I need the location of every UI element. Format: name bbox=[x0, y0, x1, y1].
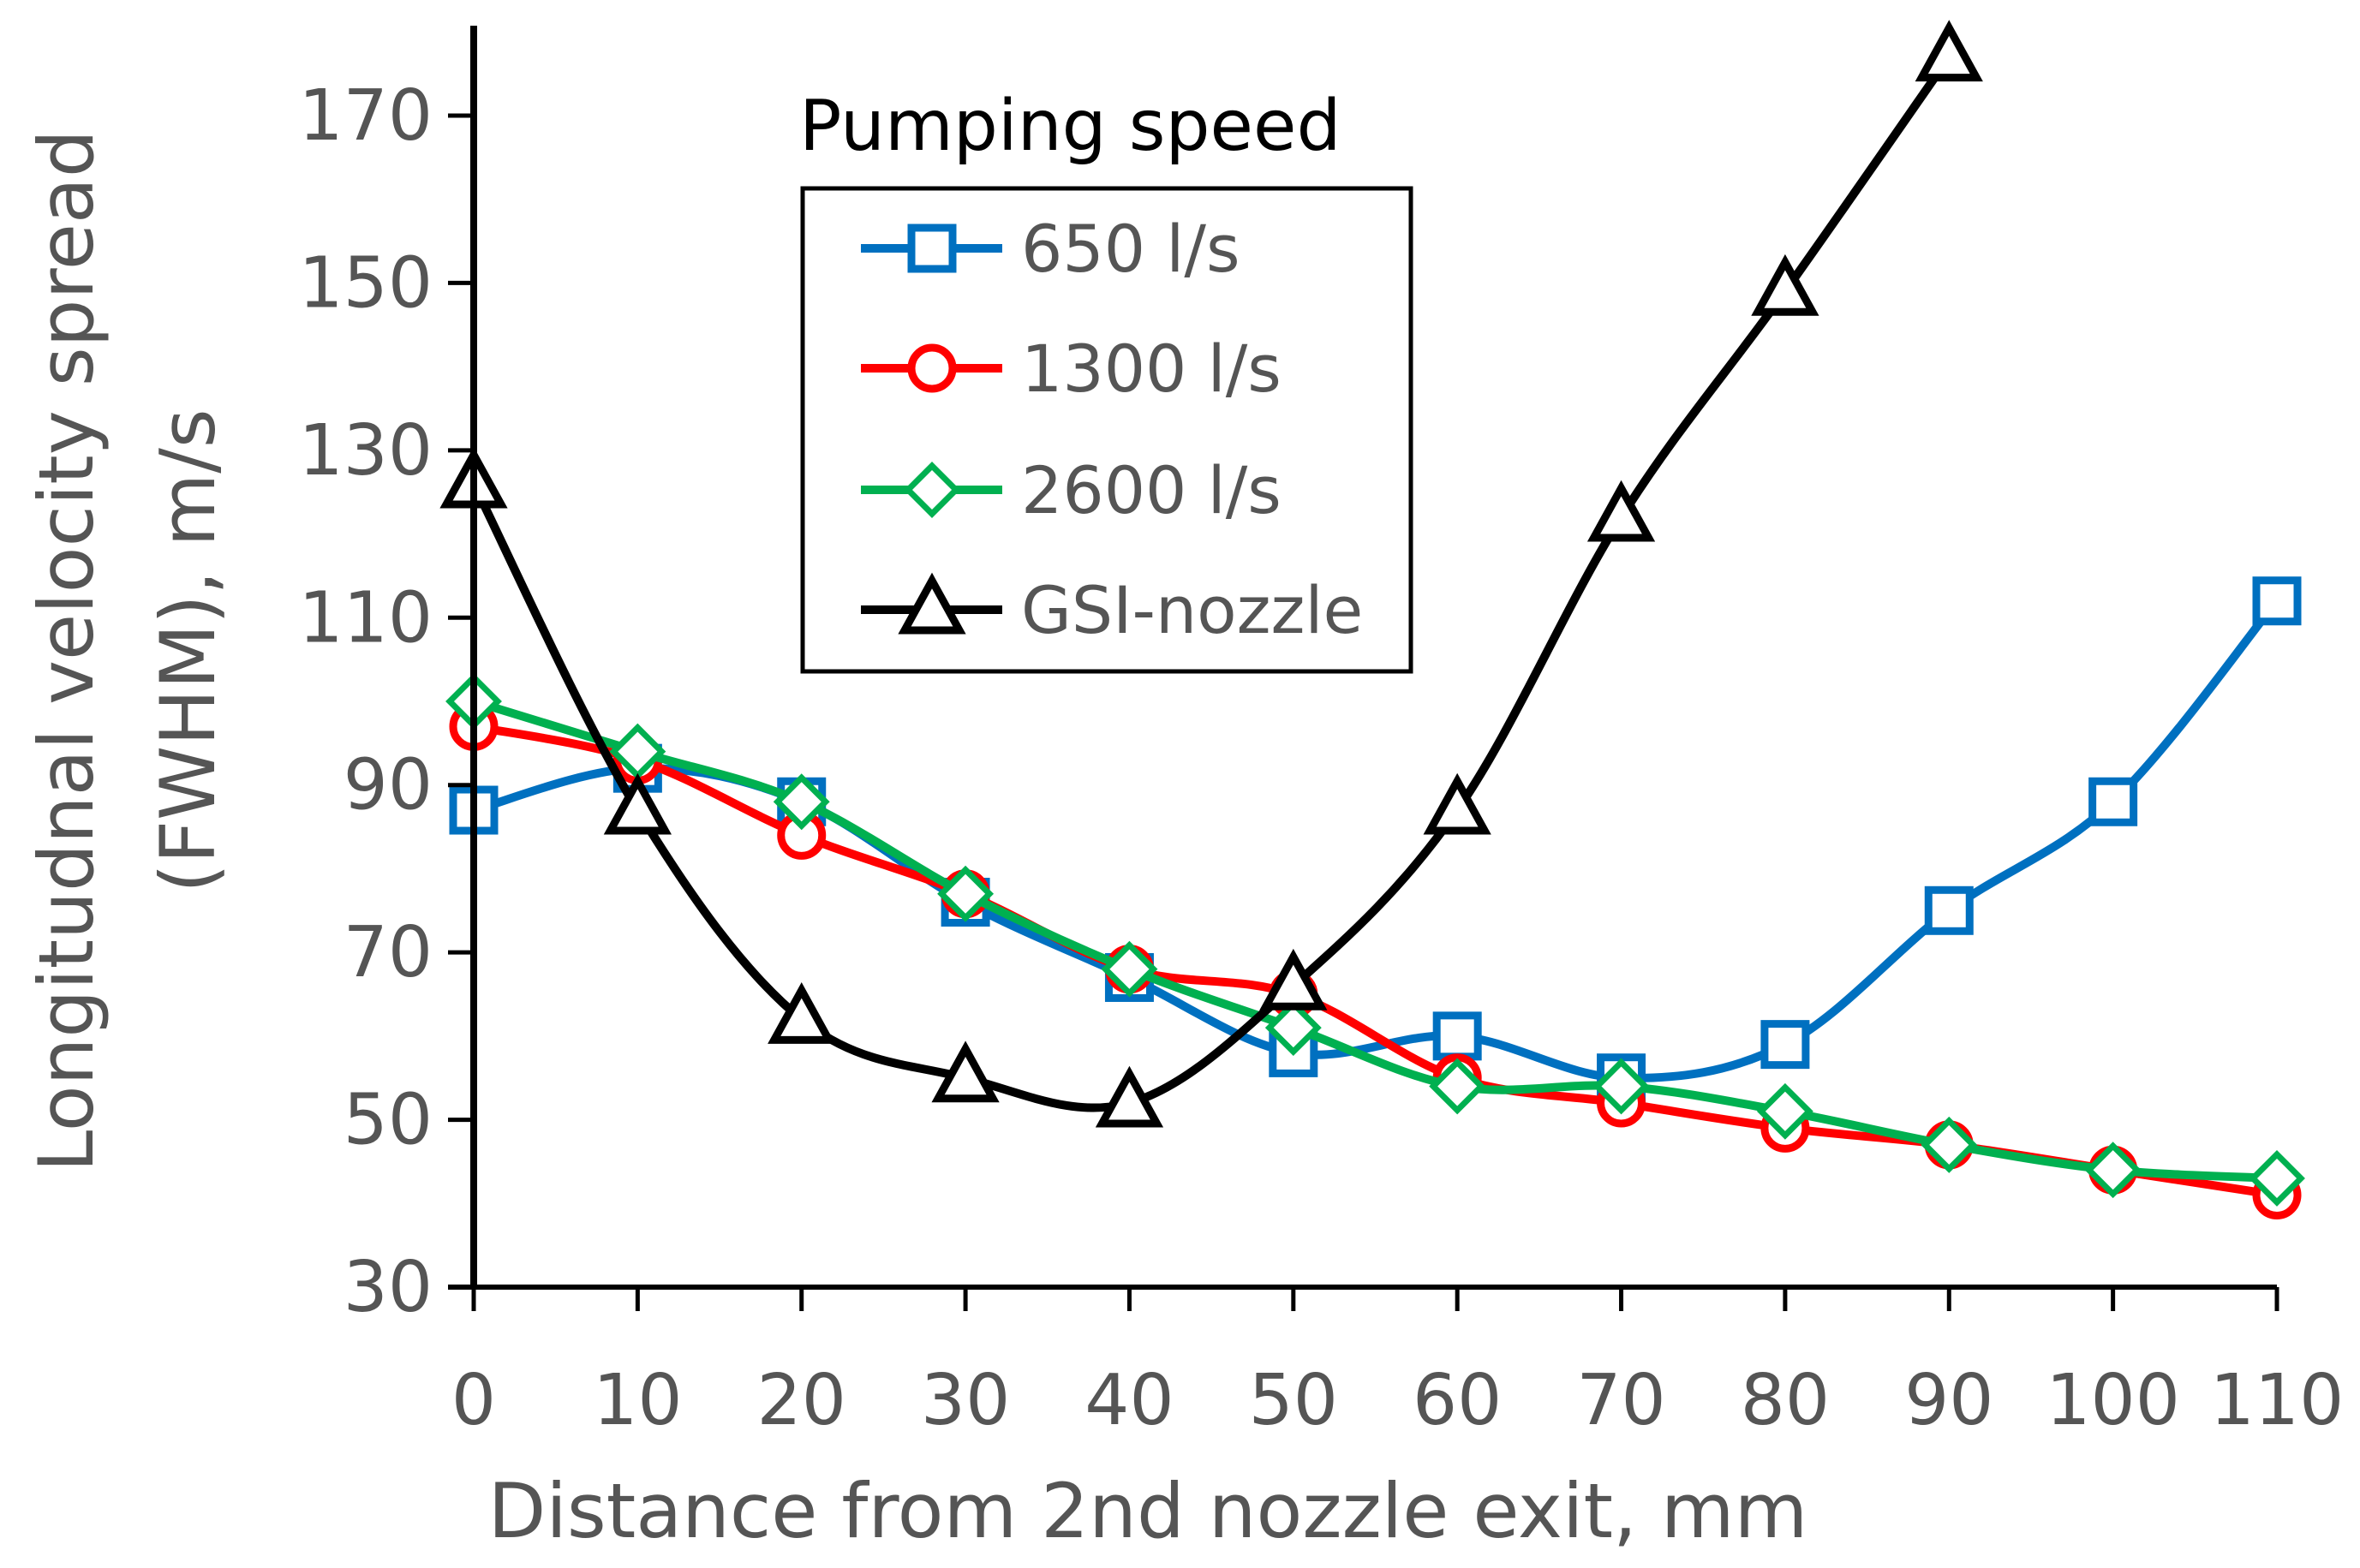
x-tick-label: 100 bbox=[2046, 1360, 2180, 1441]
y-tick-label: 90 bbox=[344, 745, 433, 826]
x-tick-label: 30 bbox=[921, 1360, 1010, 1441]
x-tick-label: 40 bbox=[1084, 1360, 1174, 1441]
legend-marker bbox=[898, 572, 966, 635]
legend-title: Pumping speed bbox=[799, 86, 1341, 167]
y-axis-title-line2: (FWHM), m/s bbox=[144, 408, 232, 893]
data-point bbox=[1924, 885, 1974, 935]
x-tick-label: 10 bbox=[593, 1360, 682, 1441]
legend-marker bbox=[904, 462, 960, 518]
x-axis-title: Distance from 2nd nozzle exit, mm bbox=[488, 1467, 1808, 1555]
y-tick-label: 130 bbox=[298, 410, 433, 492]
data-point bbox=[1921, 1116, 1978, 1173]
x-tick-label: 80 bbox=[1741, 1360, 1830, 1441]
data-point bbox=[931, 1040, 1000, 1103]
plot-area bbox=[439, 20, 2305, 1220]
legend-label: GSI-nozzle bbox=[1021, 572, 1363, 648]
legend-entry: 2600 l/s bbox=[861, 452, 1282, 528]
y-tick-label: 110 bbox=[298, 577, 433, 659]
legend: Pumping speed 650 l/s 1300 l/s 2600 l/s GSI… bbox=[799, 86, 1413, 674]
axes bbox=[448, 26, 2279, 1311]
data-point bbox=[2088, 777, 2138, 826]
y-axis-title-line1: Longitudnal velocity spread bbox=[22, 129, 111, 1172]
legend-marker bbox=[907, 343, 957, 393]
data-point bbox=[2252, 576, 2302, 626]
y-tick-label: 170 bbox=[298, 75, 433, 157]
data-point bbox=[1592, 1058, 1650, 1115]
x-tick-label: 90 bbox=[1904, 1360, 1993, 1441]
data-point bbox=[1756, 1082, 1813, 1140]
x-tick-label: 70 bbox=[1576, 1360, 1665, 1441]
data-point bbox=[1432, 1011, 1482, 1061]
data-point bbox=[1095, 1065, 1164, 1128]
data-point bbox=[1423, 772, 1491, 835]
tick-labels: 30 50 70 90 110 130 150 170 0 10 20 30 40 50 60 70 80 90 1… bbox=[298, 75, 2344, 1441]
x-tick-label: 0 bbox=[451, 1360, 496, 1441]
data-point bbox=[1586, 480, 1656, 542]
data-point bbox=[768, 981, 836, 1044]
legend-marker bbox=[907, 224, 957, 273]
data-point bbox=[2084, 1142, 2142, 1199]
data-point bbox=[1259, 948, 1328, 1011]
data-point bbox=[937, 865, 995, 922]
data-point bbox=[1101, 940, 1158, 998]
y-tick-label: 70 bbox=[344, 912, 433, 993]
legend-entry: 1300 l/s bbox=[861, 331, 1282, 407]
data-point bbox=[1429, 1058, 1486, 1115]
data-point bbox=[1760, 1020, 1810, 1070]
y-tick-label: 30 bbox=[344, 1247, 433, 1328]
legend-label: 2600 l/s bbox=[1021, 452, 1282, 528]
data-point bbox=[603, 772, 672, 835]
x-tick-label: 20 bbox=[757, 1360, 846, 1441]
x-tick-label: 110 bbox=[2210, 1360, 2345, 1441]
y-tick-label: 150 bbox=[298, 242, 433, 324]
data-point bbox=[1915, 20, 1983, 82]
legend-box bbox=[800, 186, 1413, 674]
x-tick-label: 50 bbox=[1249, 1360, 1338, 1441]
series-line bbox=[469, 52, 1954, 1112]
legend-entry: 650 l/s bbox=[861, 211, 1240, 287]
data-point bbox=[1264, 999, 1322, 1057]
y-tick-label: 50 bbox=[344, 1080, 433, 1161]
data-point bbox=[1751, 253, 1819, 316]
series-line bbox=[469, 697, 2281, 1183]
legend-entry: GSI-nozzle bbox=[861, 572, 1363, 648]
data-point bbox=[2249, 1150, 2305, 1207]
x-tick-label: 60 bbox=[1413, 1360, 1502, 1441]
legend-label: 650 l/s bbox=[1021, 211, 1240, 287]
legend-label: 1300 l/s bbox=[1021, 331, 1282, 407]
data-point bbox=[773, 773, 830, 831]
series-2 bbox=[445, 673, 2305, 1207]
